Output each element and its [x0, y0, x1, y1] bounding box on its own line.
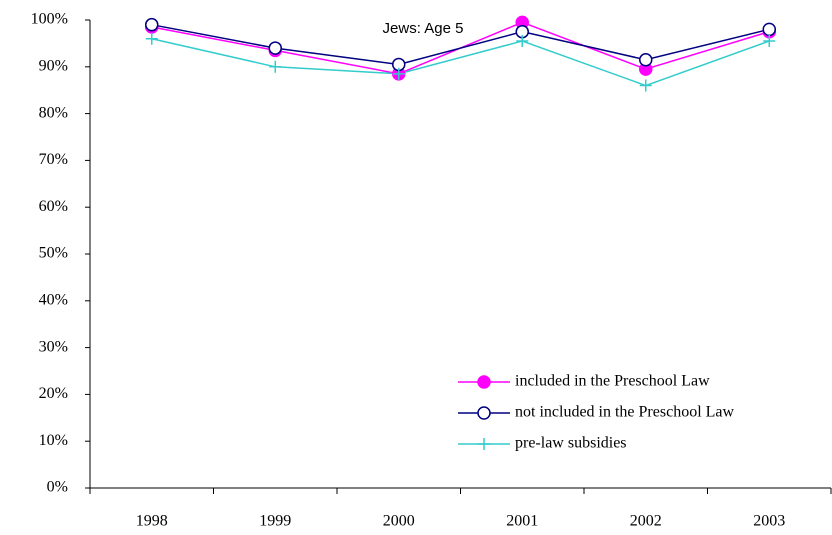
y-tick-label: 100% [31, 11, 68, 28]
marker [516, 35, 529, 48]
marker [477, 375, 491, 389]
y-tick-label: 20% [39, 385, 68, 402]
marker [763, 35, 776, 48]
y-tick-label: 80% [39, 104, 68, 121]
y-tick-label: 0% [47, 479, 68, 496]
marker [477, 406, 491, 420]
series-line [151, 37, 770, 87]
marker [639, 53, 653, 67]
y-tick-label: 50% [39, 245, 68, 262]
y-tick-label: 60% [39, 198, 68, 215]
marker [478, 438, 490, 450]
x-tick-label: 2002 [630, 513, 662, 530]
chart-title: Jews: Age 5 [383, 20, 464, 37]
series-line [151, 23, 770, 66]
x-tick-label: 2000 [383, 513, 415, 530]
marker [762, 22, 776, 37]
legend-label: not included in the Preschool Law [515, 404, 735, 421]
marker [269, 60, 282, 73]
legend-label: pre-law subsidies [515, 435, 627, 452]
y-tick-label: 70% [39, 151, 68, 168]
x-tick-label: 1999 [259, 513, 291, 530]
marker [392, 67, 405, 80]
marker [639, 79, 652, 92]
x-tick-label: 2001 [506, 513, 538, 530]
marker [268, 41, 282, 55]
y-tick-label: 30% [39, 338, 68, 355]
legend-label: included in the Preschool Law [515, 373, 710, 390]
x-tick-label: 2003 [753, 513, 785, 530]
marker [145, 32, 158, 45]
marker [145, 17, 159, 32]
x-tick-label: 1998 [136, 513, 168, 530]
y-tick-label: 90% [39, 57, 68, 74]
y-tick-label: 10% [39, 432, 68, 449]
y-tick-label: 40% [39, 291, 68, 308]
